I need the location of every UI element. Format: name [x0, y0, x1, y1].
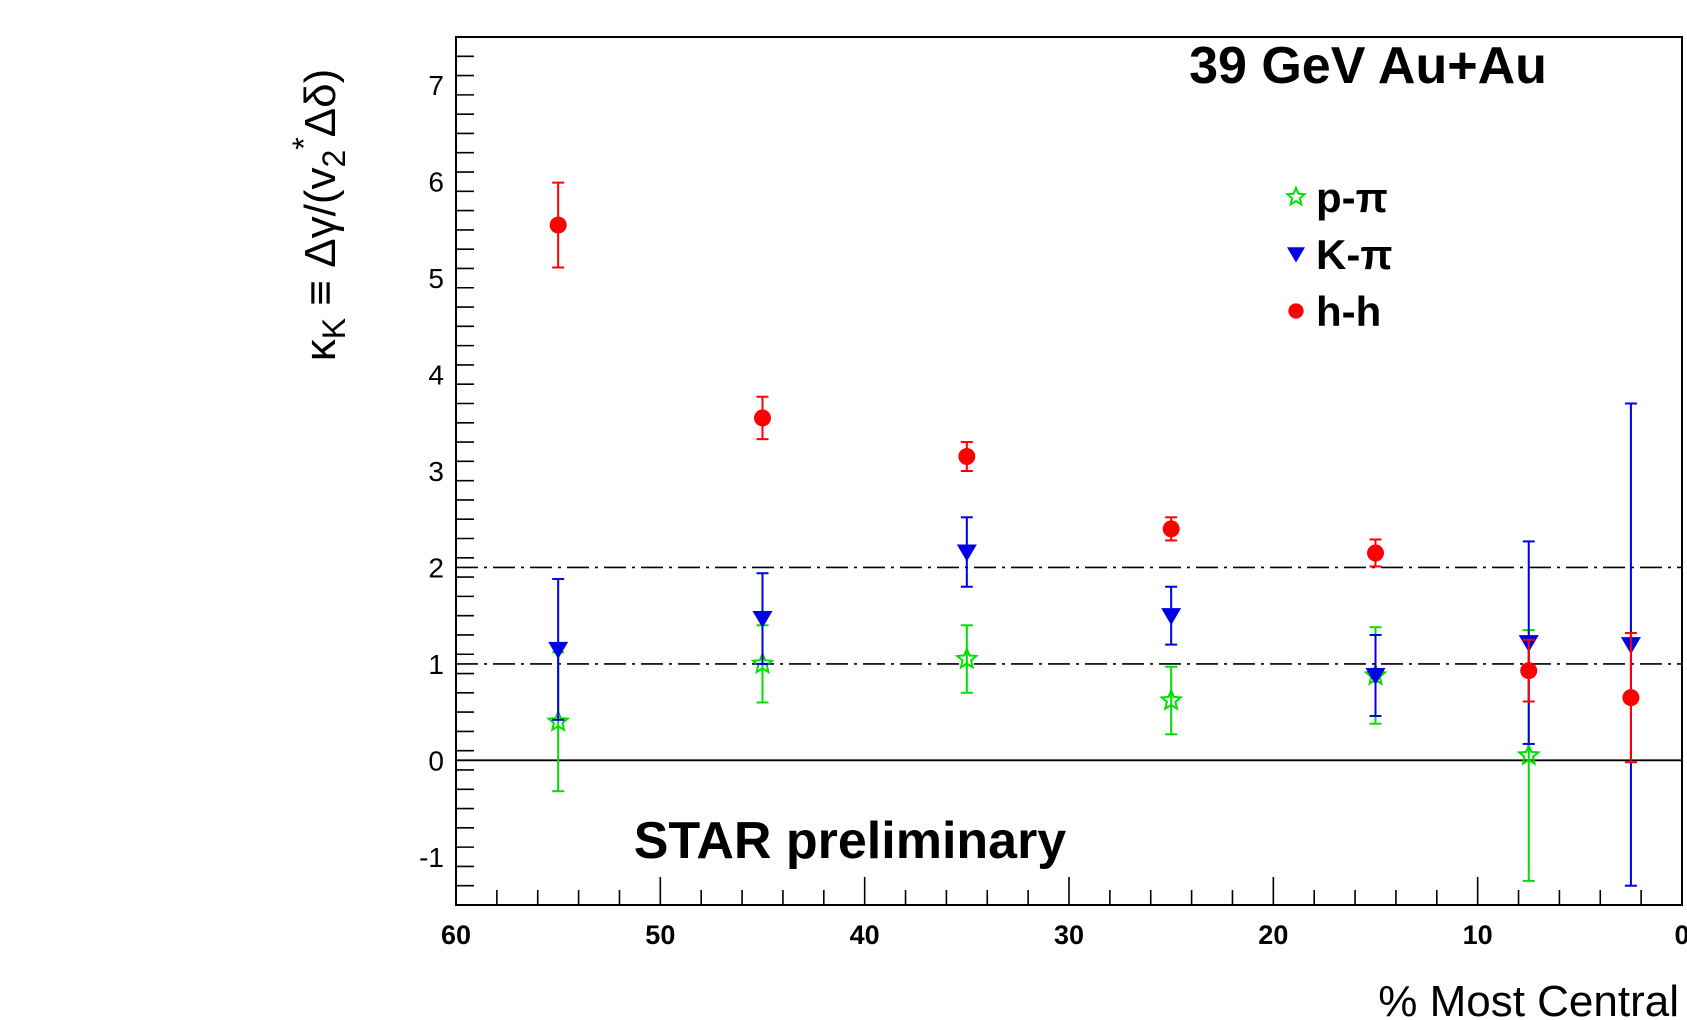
reference-lines	[456, 566, 1682, 762]
filled-circle-marker	[549, 216, 567, 234]
y-tick-label: 7	[428, 70, 444, 101]
open-star-marker	[1516, 742, 1541, 766]
open-star-marker	[546, 709, 571, 732]
legend: p-π K-π h-h	[1284, 174, 1392, 335]
down-triangle-marker	[1365, 667, 1386, 685]
y-tick-label: 4	[428, 360, 444, 391]
y-tick-label: 3	[428, 456, 444, 487]
x-tick-label: 40	[850, 920, 880, 950]
down-triangle-marker	[548, 641, 569, 659]
filled-circle-marker	[1162, 520, 1180, 538]
open-star-marker	[1159, 687, 1184, 711]
plot-frame	[455, 36, 1683, 906]
x-tick-label: 10	[1463, 920, 1493, 950]
y-label-mid: ≡ Δγ/(v	[296, 168, 345, 318]
open-star-marker	[1284, 185, 1308, 207]
x-tick-label: 60	[441, 920, 471, 950]
legend-label: K-π	[1316, 231, 1392, 278]
y-tick-label: -1	[419, 842, 444, 873]
open-star-marker	[954, 646, 979, 670]
x-tick-label: 0	[1674, 920, 1687, 950]
legend-label: p-π	[1316, 174, 1388, 221]
y-tick-label: 5	[428, 263, 444, 294]
down-triangle-marker	[752, 611, 773, 629]
y-label-v-sub: 2	[316, 150, 352, 168]
series-filled-circle	[549, 181, 1640, 764]
down-triangle-marker	[1161, 608, 1182, 626]
y-tick-label: 1	[428, 649, 444, 680]
filled-circle-marker	[1622, 689, 1640, 707]
y-label-kappa-sub: K	[316, 318, 352, 339]
y-label-tail: Δδ)	[296, 69, 345, 138]
data-points	[546, 181, 1641, 887]
y-tick-label: 0	[428, 745, 444, 776]
x-axis-label: % Most Central	[1378, 977, 1679, 1020]
filled-circle-marker	[754, 409, 771, 427]
x-tick-label: 30	[1054, 920, 1084, 950]
filled-circle-marker	[1288, 303, 1304, 319]
open-star-marker	[750, 651, 775, 675]
down-triangle-marker	[1287, 247, 1305, 263]
chart-title: 39 GeV Au+Au	[1189, 37, 1547, 95]
x-tick-label: 50	[645, 920, 675, 950]
y-label-star: *	[286, 137, 322, 149]
x-tick-label: 20	[1258, 920, 1288, 950]
y-tick-label: 6	[428, 167, 444, 198]
y-tick-label: 2	[428, 552, 444, 583]
ticks: -1 0 1 2 3 4 5 6 7 60 50 40 30 20 10 0	[419, 36, 1687, 950]
y-axis-label: κK ≡ Δγ/(v2*Δδ)	[286, 69, 352, 362]
down-triangle-marker	[956, 544, 977, 562]
filled-circle-marker	[958, 448, 976, 466]
y-label-kappa: κ	[296, 338, 345, 361]
star-preliminary-label: STAR preliminary	[634, 812, 1067, 870]
axes	[455, 36, 1683, 906]
filled-circle-marker	[1520, 662, 1538, 680]
filled-circle-marker	[1367, 544, 1384, 562]
legend-label: h-h	[1316, 288, 1381, 335]
